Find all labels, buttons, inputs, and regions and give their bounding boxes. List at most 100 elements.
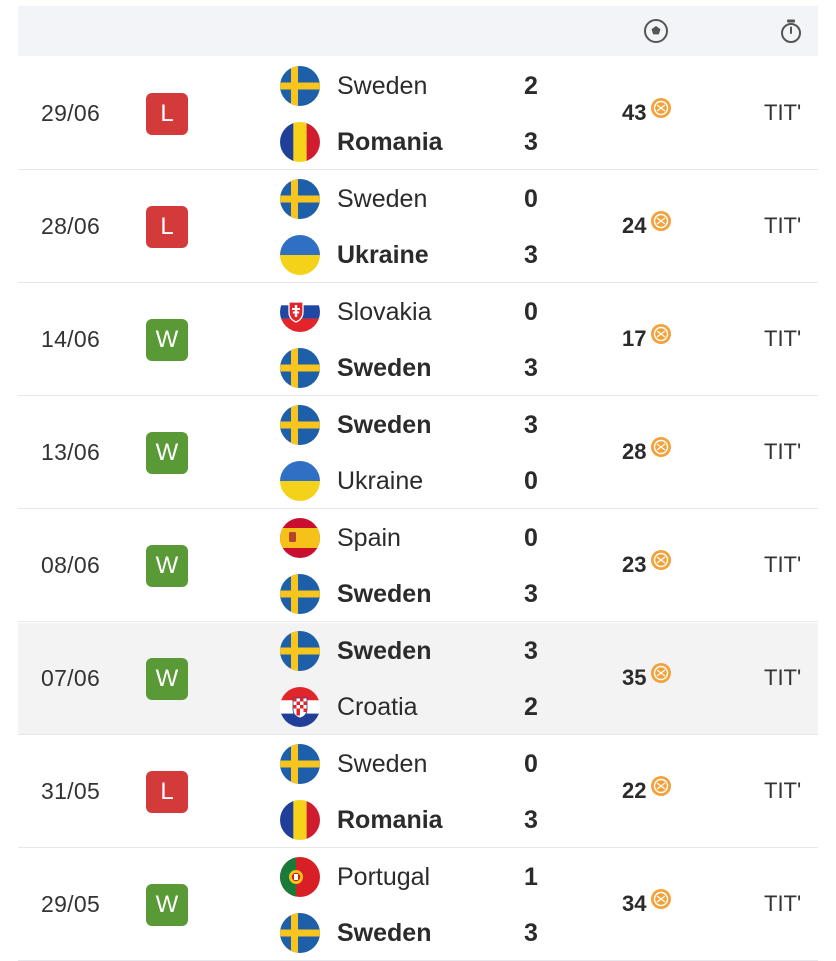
- ukraine-flag-icon: [280, 461, 320, 501]
- points-value: 24: [622, 213, 647, 238]
- home-score: 3: [524, 411, 538, 439]
- soccer-ball-icon: [643, 18, 669, 44]
- portugal-flag-icon: [280, 857, 320, 897]
- sweden-flag-icon: [280, 913, 320, 953]
- home-score: 0: [524, 185, 538, 213]
- away-score: 3: [524, 241, 538, 269]
- result-badge: W: [146, 432, 188, 474]
- points-value: 22: [622, 778, 647, 803]
- coin-icon: [650, 888, 672, 910]
- away-team-name: Croatia: [337, 693, 418, 721]
- croatia-flag-icon: [280, 687, 320, 727]
- result-badge: W: [146, 658, 188, 700]
- match-row[interactable]: 13/06 W Sweden 3 Ukraine 0 28 TIT': [18, 397, 818, 509]
- match-date: 13/06: [41, 439, 101, 465]
- points-value: 35: [622, 665, 647, 690]
- sweden-flag-icon: [280, 66, 320, 106]
- home-score: 0: [524, 524, 538, 552]
- home-score: 1: [524, 863, 538, 891]
- stopwatch-icon: [778, 18, 804, 44]
- result-badge: W: [146, 884, 188, 926]
- slovakia-flag-icon: [280, 292, 320, 332]
- away-score: 3: [524, 354, 538, 382]
- sweden-flag-icon: [280, 348, 320, 388]
- match-status: TIT': [764, 100, 802, 125]
- points-value: 17: [622, 326, 647, 351]
- match-date: 08/06: [41, 552, 101, 578]
- result-badge: L: [146, 93, 188, 135]
- ukraine-flag-icon: [280, 235, 320, 275]
- away-score: 3: [524, 580, 538, 608]
- match-date: 28/06: [41, 213, 101, 239]
- match-row[interactable]: 29/05 W Portugal 1 Sweden 3 34 TIT': [18, 849, 818, 961]
- sweden-flag-icon: [280, 631, 320, 671]
- spain-flag-icon: [280, 518, 320, 558]
- table-header: [18, 6, 818, 56]
- away-team-name: Romania: [337, 128, 443, 156]
- match-status: TIT': [764, 213, 802, 238]
- result-badge: L: [146, 771, 188, 813]
- coin-icon: [650, 436, 672, 458]
- away-team-name: Sweden: [337, 354, 432, 382]
- sweden-flag-icon: [280, 405, 320, 445]
- sweden-flag-icon: [280, 179, 320, 219]
- sweden-flag-icon: [280, 744, 320, 784]
- match-status: TIT': [764, 552, 802, 577]
- match-status: TIT': [764, 326, 802, 351]
- match-row[interactable]: 31/05 L Sweden 0 Romania 3 22 TIT': [18, 736, 818, 848]
- match-row[interactable]: 29/06 L Sweden 2 Romania 3 43 TIT': [18, 58, 818, 170]
- coin-icon: [650, 323, 672, 345]
- match-row[interactable]: 07/06 W Sweden 3 Croatia 2 35 TIT': [18, 623, 818, 735]
- match-date: 31/05: [41, 778, 101, 804]
- match-status: TIT': [764, 439, 802, 464]
- home-score: 0: [524, 750, 538, 778]
- home-team-name: Sweden: [337, 750, 428, 778]
- match-row[interactable]: 28/06 L Sweden 0 Ukraine 3 24 TIT': [18, 171, 818, 283]
- away-score: 3: [524, 806, 538, 834]
- points-value: 23: [622, 552, 647, 577]
- home-team-name: Slovakia: [337, 298, 432, 326]
- match-row[interactable]: 14/06 W Slovakia 0 Sweden 3 17 TIT': [18, 284, 818, 396]
- home-score: 2: [524, 72, 538, 100]
- coin-icon: [650, 662, 672, 684]
- points-value: 28: [622, 439, 647, 464]
- result-badge: W: [146, 545, 188, 587]
- match-date: 29/05: [41, 891, 101, 917]
- coin-icon: [650, 97, 672, 119]
- sweden-flag-icon: [280, 574, 320, 614]
- points-value: 43: [622, 100, 647, 125]
- home-team-name: Portugal: [337, 863, 431, 891]
- match-date: 14/06: [41, 326, 101, 352]
- home-team-name: Sweden: [337, 411, 432, 439]
- result-badge: L: [146, 206, 188, 248]
- result-badge: W: [146, 319, 188, 361]
- away-score: 2: [524, 693, 538, 721]
- home-team-name: Sweden: [337, 185, 428, 213]
- romania-flag-icon: [280, 122, 320, 162]
- away-team-name: Romania: [337, 806, 443, 834]
- home-score: 0: [524, 298, 538, 326]
- coin-icon: [650, 210, 672, 232]
- points-value: 34: [622, 891, 647, 916]
- match-row[interactable]: 08/06 W Spain 0 Sweden 3 23 TIT': [18, 510, 818, 622]
- home-score: 3: [524, 637, 538, 665]
- away-team-name: Ukraine: [337, 241, 429, 269]
- match-status: TIT': [764, 891, 802, 916]
- away-team-name: Sweden: [337, 580, 432, 608]
- coin-icon: [650, 775, 672, 797]
- away-team-name: Ukraine: [337, 467, 424, 495]
- romania-flag-icon: [280, 800, 320, 840]
- match-date: 07/06: [41, 665, 101, 691]
- away-score: 0: [524, 467, 538, 495]
- away-team-name: Sweden: [337, 919, 432, 947]
- match-status: TIT': [764, 665, 802, 690]
- away-score: 3: [524, 919, 538, 947]
- match-status: TIT': [764, 778, 802, 803]
- coin-icon: [650, 549, 672, 571]
- away-score: 3: [524, 128, 538, 156]
- home-team-name: Sweden: [337, 72, 428, 100]
- match-date: 29/06: [41, 100, 101, 126]
- home-team-name: Sweden: [337, 637, 432, 665]
- home-team-name: Spain: [337, 524, 401, 552]
